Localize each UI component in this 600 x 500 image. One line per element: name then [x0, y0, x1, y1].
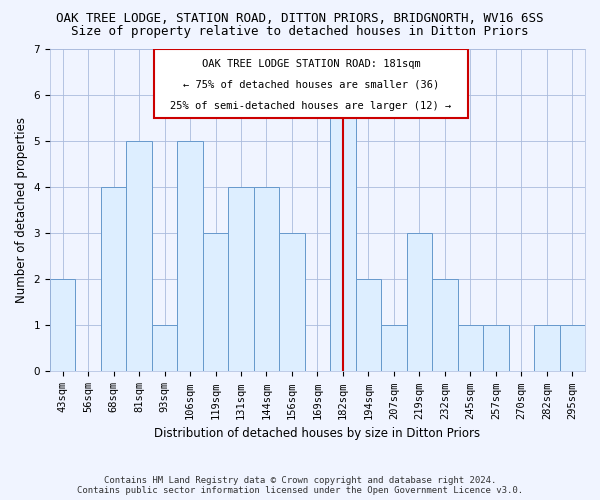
- Text: ← 75% of detached houses are smaller (36): ← 75% of detached houses are smaller (36…: [183, 80, 439, 90]
- X-axis label: Distribution of detached houses by size in Ditton Priors: Distribution of detached houses by size …: [154, 427, 481, 440]
- Bar: [50, 280, 76, 372]
- Bar: [152, 326, 178, 372]
- Bar: [458, 326, 483, 372]
- Bar: [432, 280, 458, 372]
- Bar: [178, 141, 203, 372]
- Bar: [228, 187, 254, 372]
- Bar: [356, 280, 381, 372]
- Text: Contains HM Land Registry data © Crown copyright and database right 2024.
Contai: Contains HM Land Registry data © Crown c…: [77, 476, 523, 495]
- FancyBboxPatch shape: [154, 49, 468, 118]
- Text: 25% of semi-detached houses are larger (12) →: 25% of semi-detached houses are larger (…: [170, 100, 452, 110]
- Text: Size of property relative to detached houses in Ditton Priors: Size of property relative to detached ho…: [71, 25, 529, 38]
- Text: OAK TREE LODGE STATION ROAD: 181sqm: OAK TREE LODGE STATION ROAD: 181sqm: [202, 59, 421, 69]
- Bar: [381, 326, 407, 372]
- Bar: [560, 326, 585, 372]
- Bar: [127, 141, 152, 372]
- Bar: [203, 234, 228, 372]
- Bar: [534, 326, 560, 372]
- Y-axis label: Number of detached properties: Number of detached properties: [15, 117, 28, 303]
- Bar: [407, 234, 432, 372]
- Bar: [279, 234, 305, 372]
- Text: OAK TREE LODGE, STATION ROAD, DITTON PRIORS, BRIDGNORTH, WV16 6SS: OAK TREE LODGE, STATION ROAD, DITTON PRI…: [56, 12, 544, 26]
- Bar: [254, 187, 279, 372]
- Bar: [101, 187, 127, 372]
- Bar: [330, 95, 356, 371]
- Bar: [483, 326, 509, 372]
